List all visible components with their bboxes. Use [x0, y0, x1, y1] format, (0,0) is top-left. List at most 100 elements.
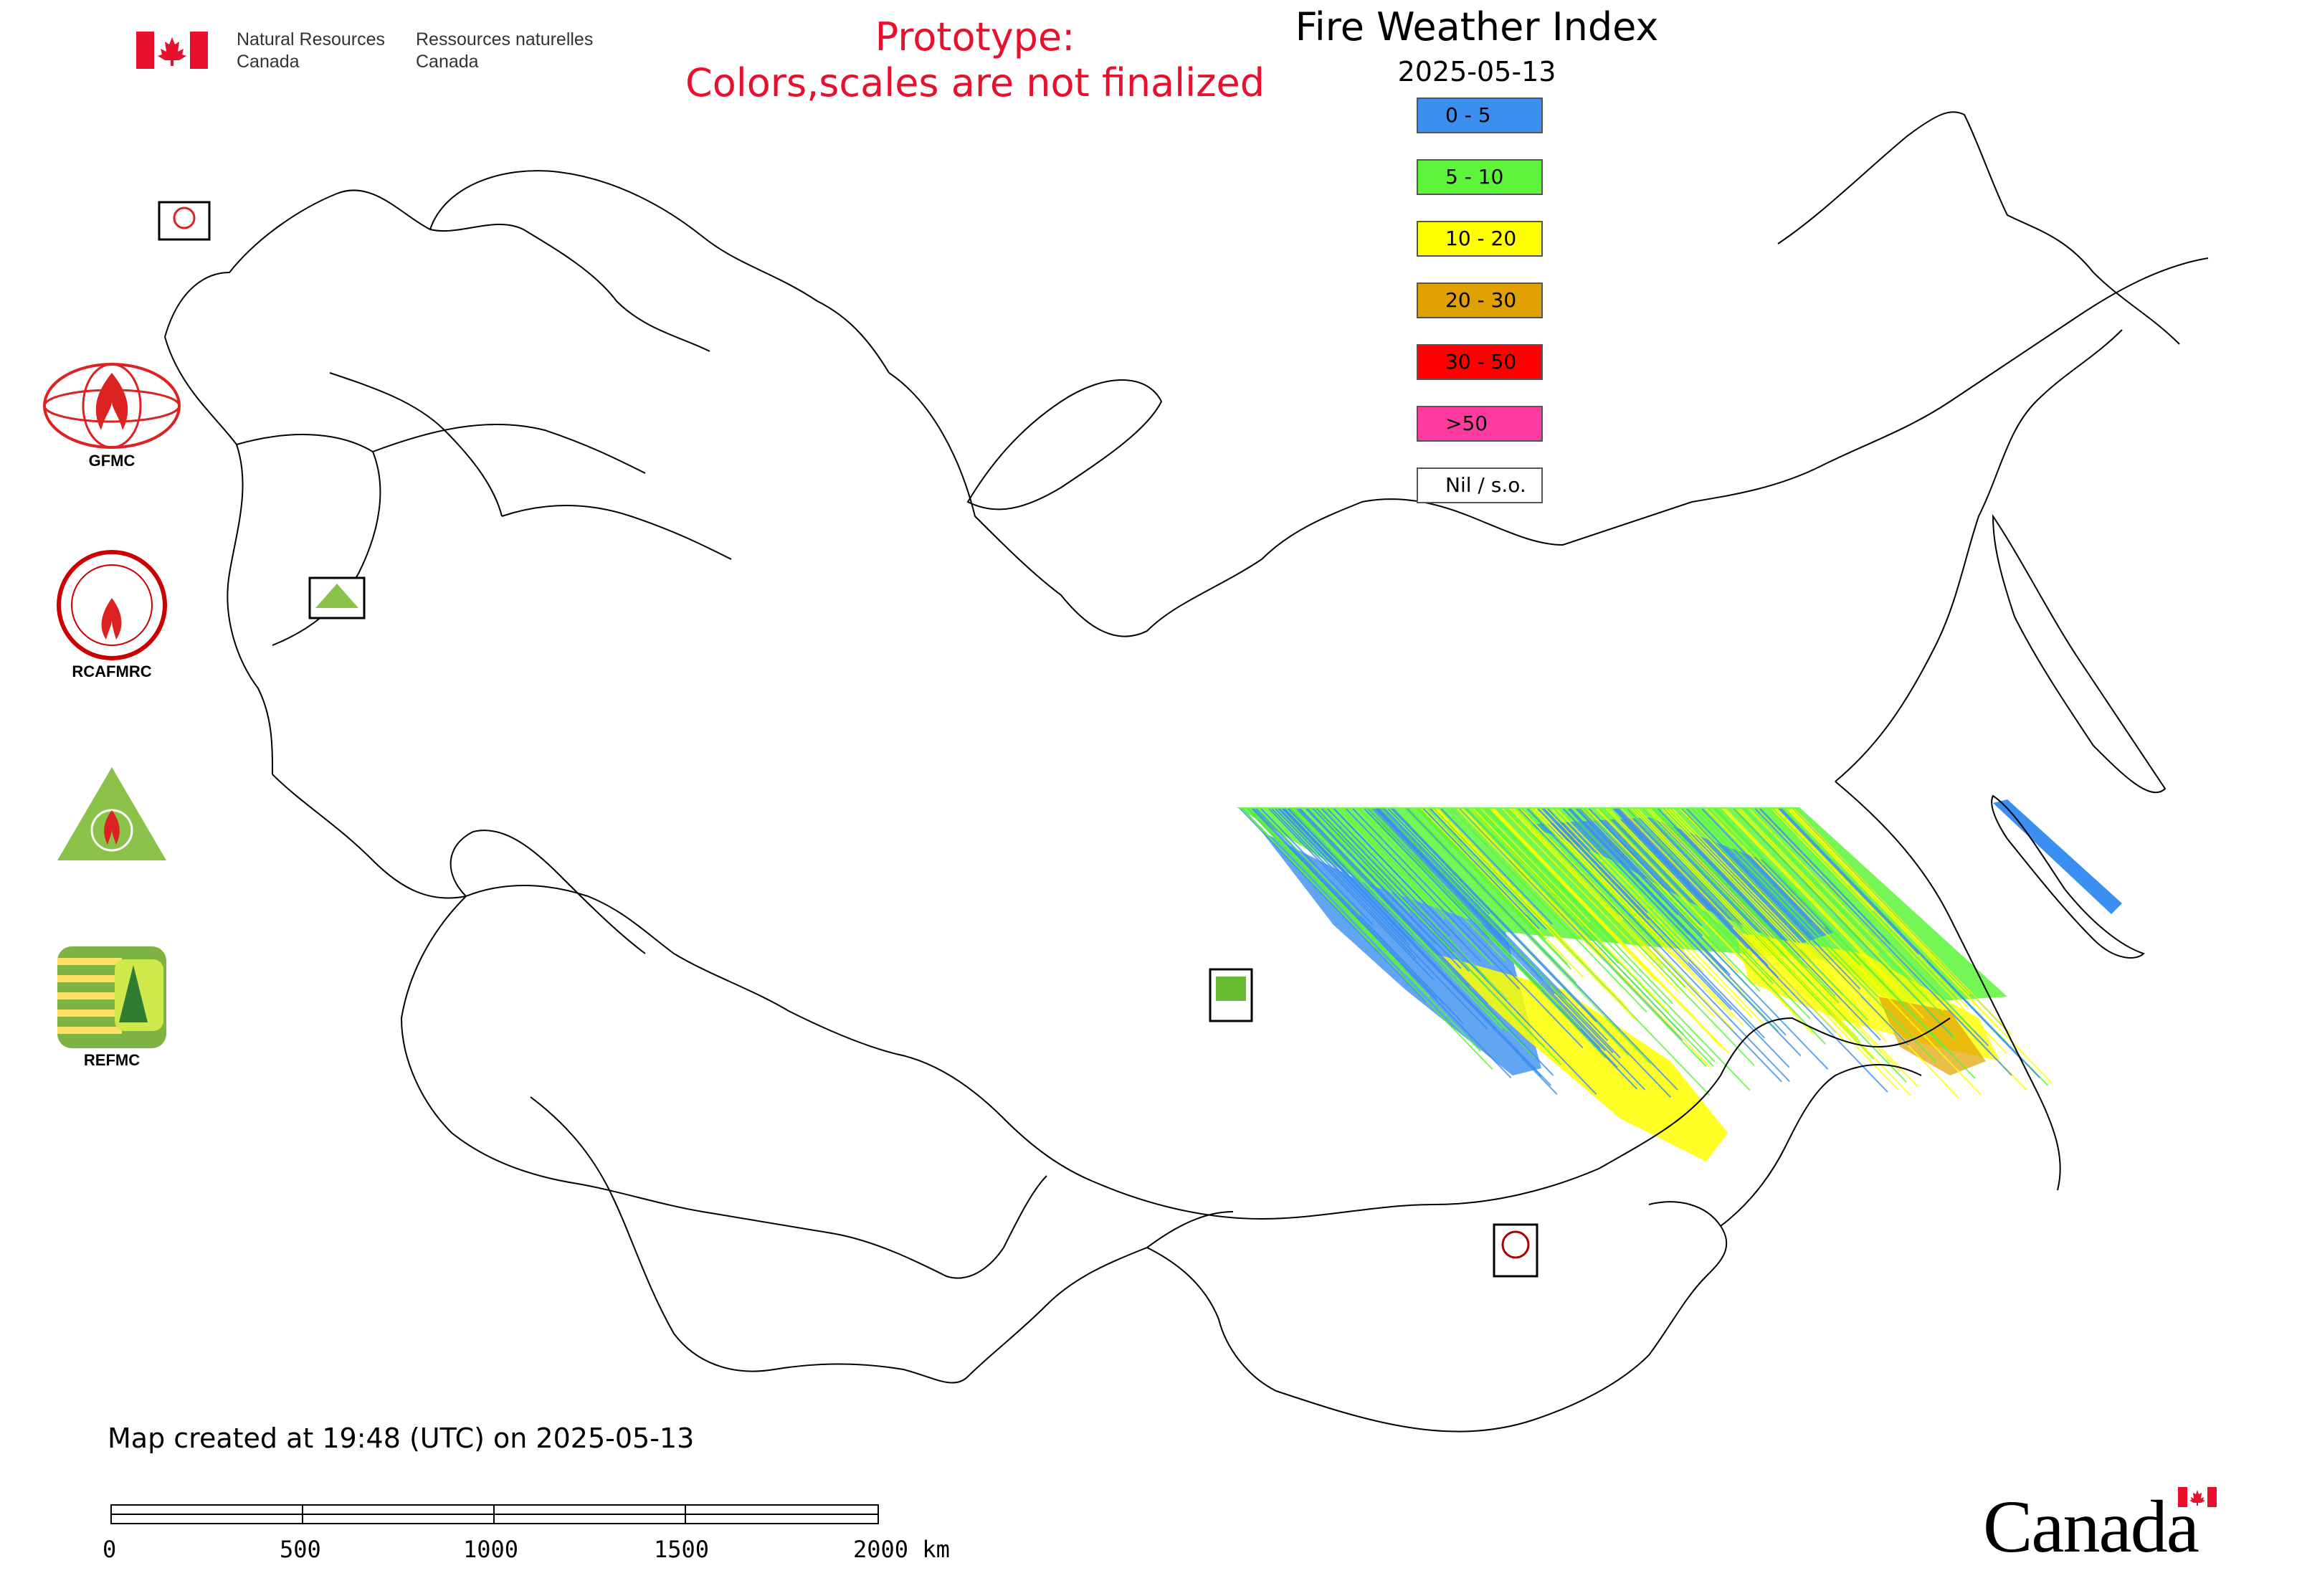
fwi-streak: [1450, 808, 1647, 1013]
fwi-streak: [1686, 808, 1861, 990]
fwi-streak: [1579, 808, 1703, 937]
fwi-streak: [1369, 808, 1560, 1007]
fwi-streak: [1260, 808, 1374, 926]
refmc-logo[interactable]: REFMC: [40, 944, 184, 1070]
rcafmrc-marker-icon: [1501, 1230, 1530, 1259]
fwi-streak: [1531, 808, 1734, 1019]
fwi-streak: [1715, 808, 1976, 1079]
prototype-line1: Prototype:: [875, 14, 1075, 60]
fwi-streak: [1672, 808, 1835, 977]
chukotka-coast: [1777, 111, 2180, 345]
fwi-streak: [1754, 808, 2012, 1076]
agency-name-fr: Ressources naturelles Canada: [416, 29, 593, 73]
fwi-streak: [1662, 808, 1887, 1042]
fwi-streak: [1575, 808, 1679, 916]
novaya-zemlya: [966, 379, 1163, 510]
fwi-streak: [1647, 808, 1901, 1072]
fwi-streak: [1724, 808, 1898, 989]
fwi-streak: [1626, 808, 1749, 936]
fwi-streak: [1691, 808, 1936, 1063]
reefmc-marker-icon: [315, 584, 358, 608]
china-north-border: [1720, 1064, 1922, 1227]
prototype-notice: Prototype: Colors,scales are not finaliz…: [645, 14, 1305, 106]
fwi-streak: [1299, 808, 1488, 1004]
fwi-streak: [1309, 808, 1410, 913]
fwi-streak: [1440, 808, 1553, 925]
legend-label-3: 20 - 30: [1445, 288, 1517, 312]
fwi-streak: [1679, 808, 1862, 997]
fwi-streak: [1596, 808, 1814, 1035]
fwi-streak: [1651, 808, 1840, 1004]
fwi-streak: [1491, 808, 1722, 1048]
fwi-streak: [1435, 808, 1569, 948]
fwi-streak: [1540, 808, 1689, 964]
fwi-streak: [1634, 808, 1911, 1096]
scale-tick-0: 0: [103, 1536, 117, 1563]
fwi-streak: [1709, 808, 1861, 966]
fwi-streak: [1316, 808, 1445, 941]
fwi-streak: [1366, 808, 1542, 991]
fwi-streak: [1460, 808, 1711, 1068]
fwi-streak: [1374, 808, 1646, 1091]
fwi-streak: [1512, 808, 1662, 964]
legend-item-2: 10 - 20: [1417, 221, 1543, 257]
fwi-streak: [1589, 808, 1703, 926]
fwi-streak: [1425, 808, 1528, 916]
fwi-streak: [1793, 808, 2012, 1035]
fwi-streak: [1417, 808, 1569, 965]
reefmc-logo[interactable]: [40, 764, 184, 865]
fwi-streak: [1284, 808, 1552, 1086]
fwi-streak: [1490, 808, 1657, 982]
fwi-streak: [1359, 808, 1506, 962]
agency-en-line2: Canada: [237, 52, 300, 72]
legend-item-6: Nil / s.o.: [1417, 467, 1543, 503]
fwi-streak: [1279, 808, 1407, 941]
fwi-streak: [1287, 808, 1415, 941]
legend-item-0: 0 - 5: [1417, 98, 1543, 133]
fwi-streak: [1306, 808, 1462, 969]
fwi-streak: [1246, 808, 1407, 975]
fwi-streak: [1384, 808, 1609, 1042]
fwi-streak: [1516, 808, 1620, 916]
kola-coast: [429, 170, 890, 374]
fwi-streak: [1739, 808, 1880, 954]
fwi-blue-strip: [1993, 799, 2122, 914]
map-title: Fire Weather Index: [1295, 4, 1659, 49]
fwi-streak: [1470, 808, 1716, 1063]
fwi-streak: [1663, 808, 1869, 1021]
fwi-streak: [1608, 808, 1720, 924]
agency-fr-line1: Ressources naturelles: [416, 29, 594, 49]
rcafmrc-logo[interactable]: RCAFMRC: [40, 548, 184, 681]
fwi-streak: [1433, 808, 1711, 1096]
fwi-streak: [1551, 808, 1753, 1018]
scale-tick-1: 500: [280, 1536, 321, 1563]
fwi-streak: [1537, 808, 1732, 1011]
kamchatka-coast: [1992, 513, 2167, 794]
fwi-streak: [1462, 808, 1612, 964]
prototype-line2: Colors,scales are not finalized: [685, 60, 1265, 105]
gfmc-map-marker[interactable]: [158, 201, 211, 241]
rcafmrc-map-marker[interactable]: [1493, 1223, 1538, 1278]
fwi-streak: [1255, 808, 1445, 1004]
fwi-streak: [1293, 808, 1431, 951]
fwi-streak: [1290, 808, 1503, 1030]
fwi-streak: [1541, 808, 1650, 921]
fwi-streak: [1241, 808, 1376, 949]
fwi-streak: [1314, 808, 1562, 1065]
fwi-streak: [1615, 808, 1779, 978]
fwi-streak: [1282, 808, 1558, 1096]
fwi-streak: [1520, 808, 1734, 1030]
fwi-streak: [1613, 808, 1749, 950]
fwi-streak: [1493, 808, 1730, 1054]
russia-south-border: [272, 774, 1951, 1220]
fwi-streak: [1528, 808, 1661, 946]
fwi-streak: [1377, 808, 1614, 1054]
canada-flag-icon: [136, 32, 208, 69]
fwi-streak: [1787, 808, 2053, 1084]
scale-tick-2: 1000: [463, 1536, 519, 1563]
fwi-streak: [1485, 808, 1673, 1004]
gfmc-logo[interactable]: GFMC: [40, 358, 184, 470]
fwi-streak: [1321, 808, 1597, 1095]
fwi-streak: [1706, 808, 1982, 1096]
